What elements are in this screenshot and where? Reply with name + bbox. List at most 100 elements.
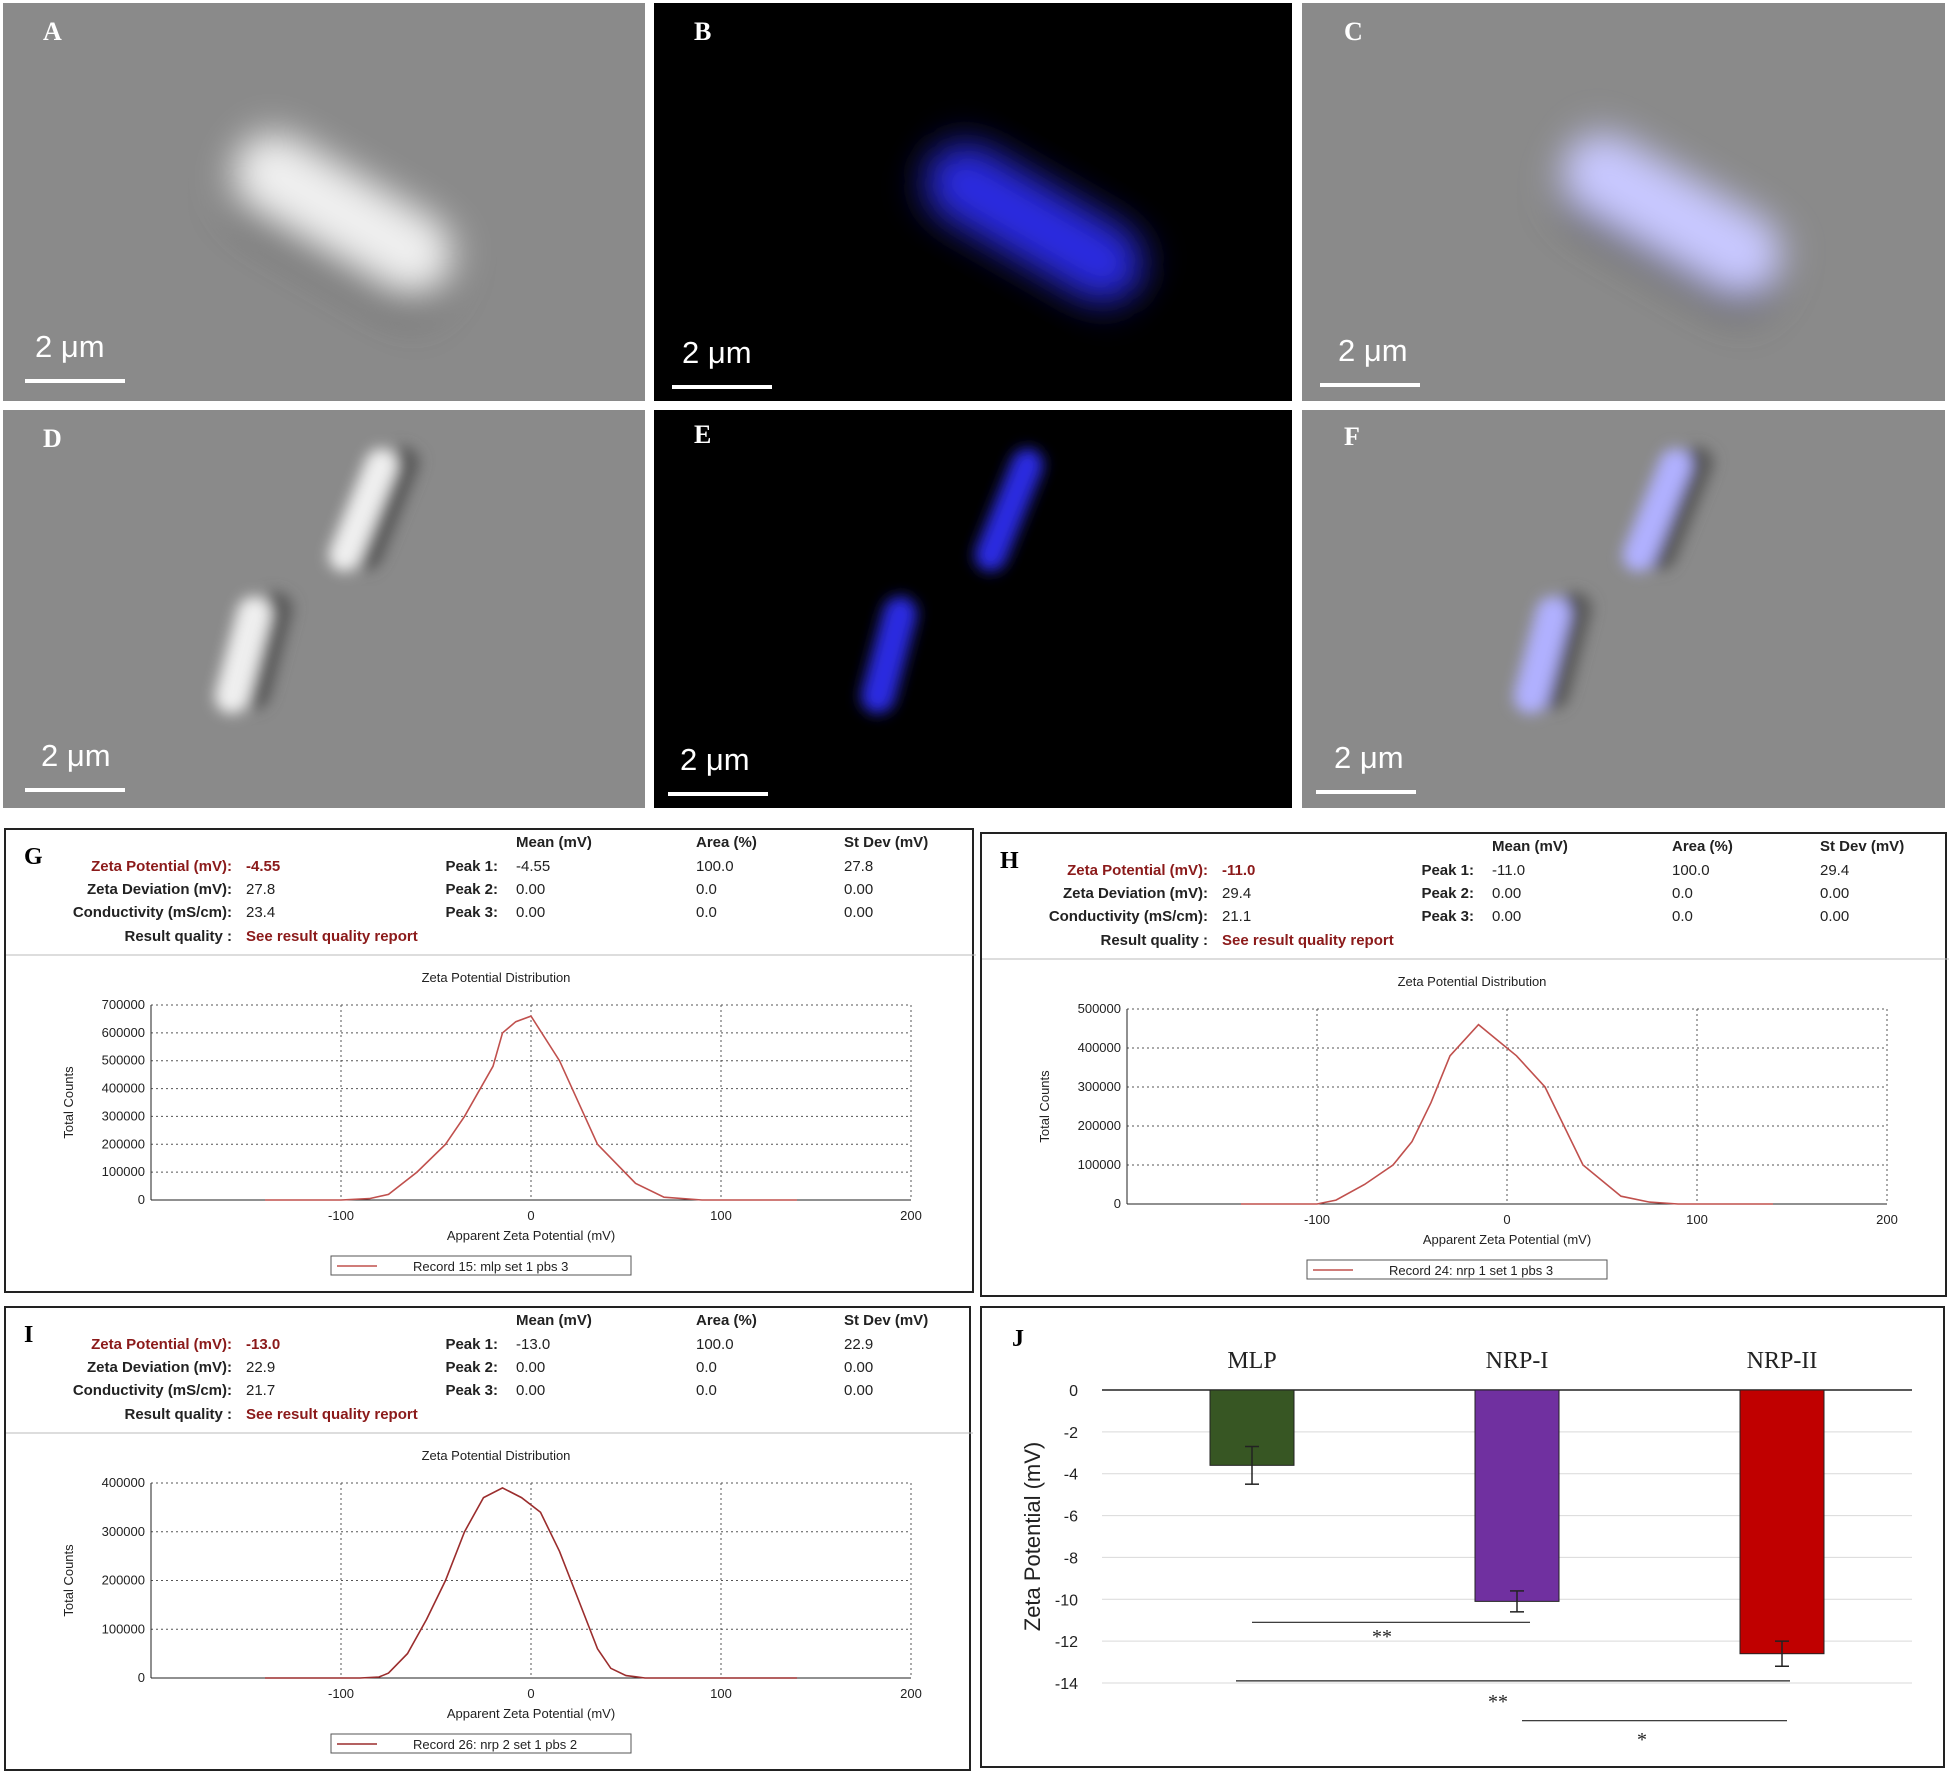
y-tick-label: 0 (1114, 1196, 1121, 1211)
y-tick-label: -8 (1064, 1550, 1078, 1567)
legend-box (330, 1733, 632, 1754)
zeta-deviation-value: 22.9 (246, 1359, 275, 1376)
y-tick-label: 0 (1069, 1383, 1078, 1400)
scale-bar-label: 2 μm (41, 738, 111, 773)
chart-title: Zeta Potential Distribution (422, 1448, 571, 1463)
x-tick-label: 0 (527, 1686, 534, 1701)
micrograph-panel-a: A 2 μm (3, 3, 645, 401)
legend-label: Record 15: mlp set 1 pbs 3 (413, 1259, 568, 1274)
x-tick-label: 100 (710, 1208, 732, 1223)
x-tick-label: 100 (710, 1686, 732, 1701)
zeta-deviation-label: Zeta Deviation (mV): (1063, 885, 1208, 902)
peak-area: 0.0 (696, 1359, 717, 1376)
distribution-line (265, 1487, 797, 1679)
zeta-report-g: G Mean (mV) Area (%) St Dev (mV) Zeta Potent… (4, 828, 976, 1293)
scale-bar-label: 2 μm (682, 335, 752, 370)
micrograph-image (654, 410, 1292, 808)
panel-letter: I (24, 1322, 33, 1348)
bacterium-cell (232, 133, 453, 316)
x-axis-title: Apparent Zeta Potential (mV) (1423, 1232, 1591, 1247)
peak-sd: 27.8 (844, 858, 873, 875)
micrograph-background (3, 410, 645, 808)
bacterium-cell (328, 446, 420, 572)
y-tick-label: -12 (1055, 1634, 1078, 1651)
peak-area: 0.0 (696, 881, 717, 898)
zeta-deviation-value: 27.8 (246, 881, 275, 898)
micrograph-image (1302, 3, 1945, 401)
peak-mean: 0.00 (1492, 908, 1521, 925)
scale-bar (1320, 383, 1420, 387)
y-tick-label: 400000 (102, 1081, 145, 1096)
panel-letter: B (694, 17, 712, 46)
scale-bar (25, 379, 125, 383)
panel-letter: H (1000, 848, 1019, 874)
peak-area: 100.0 (696, 858, 734, 875)
peak-label: Peak 1: (445, 858, 498, 875)
peak-label: Peak 1: (1421, 862, 1474, 879)
y-tick-label: 100000 (102, 1621, 145, 1636)
column-header: Mean (mV) (516, 1312, 592, 1329)
conductivity-value: 21.7 (246, 1382, 275, 1399)
x-tick-label: 200 (1876, 1212, 1898, 1227)
peak-label: Peak 3: (1421, 908, 1474, 925)
scale-bar-label: 2 μm (35, 329, 105, 364)
micrograph-panel-c: C 2 μm (1302, 3, 1945, 401)
peak-sd: 29.4 (1820, 862, 1849, 879)
conductivity-value: 21.1 (1222, 908, 1251, 925)
peak-sd: 0.00 (1820, 885, 1849, 902)
legend-label: Record 24: nrp 1 set 1 pbs 3 (1389, 1263, 1553, 1278)
peak-sd: 0.00 (844, 904, 873, 921)
scale-bar-label: 2 μm (1338, 333, 1408, 368)
peak-sd: 0.00 (844, 1382, 873, 1399)
micrograph-panel-e: E 2 μm (654, 410, 1292, 808)
zeta-potential-label: Zeta Potential (mV): (1067, 862, 1208, 879)
chart-title: Zeta Potential Distribution (1398, 974, 1547, 989)
column-header: Mean (mV) (1492, 838, 1568, 855)
legend-box (1306, 1259, 1608, 1280)
micrograph-panel-f: F 2 μm (1302, 410, 1945, 808)
column-header: Mean (mV) (516, 834, 592, 851)
micrograph-background (654, 410, 1292, 808)
peak-area: 100.0 (696, 1336, 734, 1353)
zeta-potential-label: Zeta Potential (mV): (91, 1336, 232, 1353)
chart-title: Zeta Potential Distribution (422, 970, 571, 985)
panel-letter: J (1012, 1326, 1024, 1352)
x-tick-label: 100 (1686, 1212, 1708, 1227)
y-tick-label: 200000 (102, 1136, 145, 1151)
column-header: St Dev (mV) (844, 1312, 928, 1329)
zeta-bar-chart: J 0 -2 -4 -6 -8 -10 -12 -14 Zeta Potential (mV) ML… (1012, 1326, 1912, 1751)
conductivity-label: Conductivity (mS/cm): (1049, 908, 1208, 925)
result-quality-link: See result quality report (246, 928, 418, 945)
peak-sd: 0.00 (1820, 908, 1849, 925)
y-axis-title: Total Counts (61, 1544, 76, 1617)
peak-sd: 22.9 (844, 1336, 873, 1353)
result-quality-link: See result quality report (246, 1406, 418, 1423)
bacterium-cell (1513, 591, 1593, 714)
y-tick-label: 100000 (1078, 1157, 1121, 1172)
bacterium-cell (974, 448, 1044, 572)
y-tick-label: 0 (138, 1670, 145, 1685)
column-header: Area (%) (696, 834, 757, 851)
bacterium-cell (860, 596, 918, 714)
x-tick-label: 200 (900, 1208, 922, 1223)
y-tick-label: 500000 (1078, 1001, 1121, 1016)
peak-area: 0.0 (1672, 885, 1693, 902)
peak-sd: 0.00 (844, 881, 873, 898)
peak-mean: 0.00 (516, 1382, 545, 1399)
y-tick-label: 300000 (1078, 1079, 1121, 1094)
peak-label: Peak 2: (445, 1359, 498, 1376)
peak-label: Peak 1: (445, 1336, 498, 1353)
panel-letter: G (24, 844, 43, 870)
conductivity-value: 23.4 (246, 904, 275, 921)
micrograph-image (1302, 410, 1945, 808)
x-axis-title: Apparent Zeta Potential (mV) (447, 1706, 615, 1721)
result-quality-label: Result quality : (124, 928, 232, 945)
zeta-potential-label: Zeta Potential (mV): (91, 858, 232, 875)
peak-mean: 0.00 (516, 1359, 545, 1376)
bar (1474, 1389, 1560, 1602)
peak-mean: -4.55 (516, 858, 550, 875)
micrograph-panel-b: B 2 μm (654, 3, 1292, 401)
category-label: NRP-II (1747, 1348, 1818, 1374)
peak-mean: -13.0 (516, 1336, 550, 1353)
y-tick-label: 500000 (102, 1053, 145, 1068)
